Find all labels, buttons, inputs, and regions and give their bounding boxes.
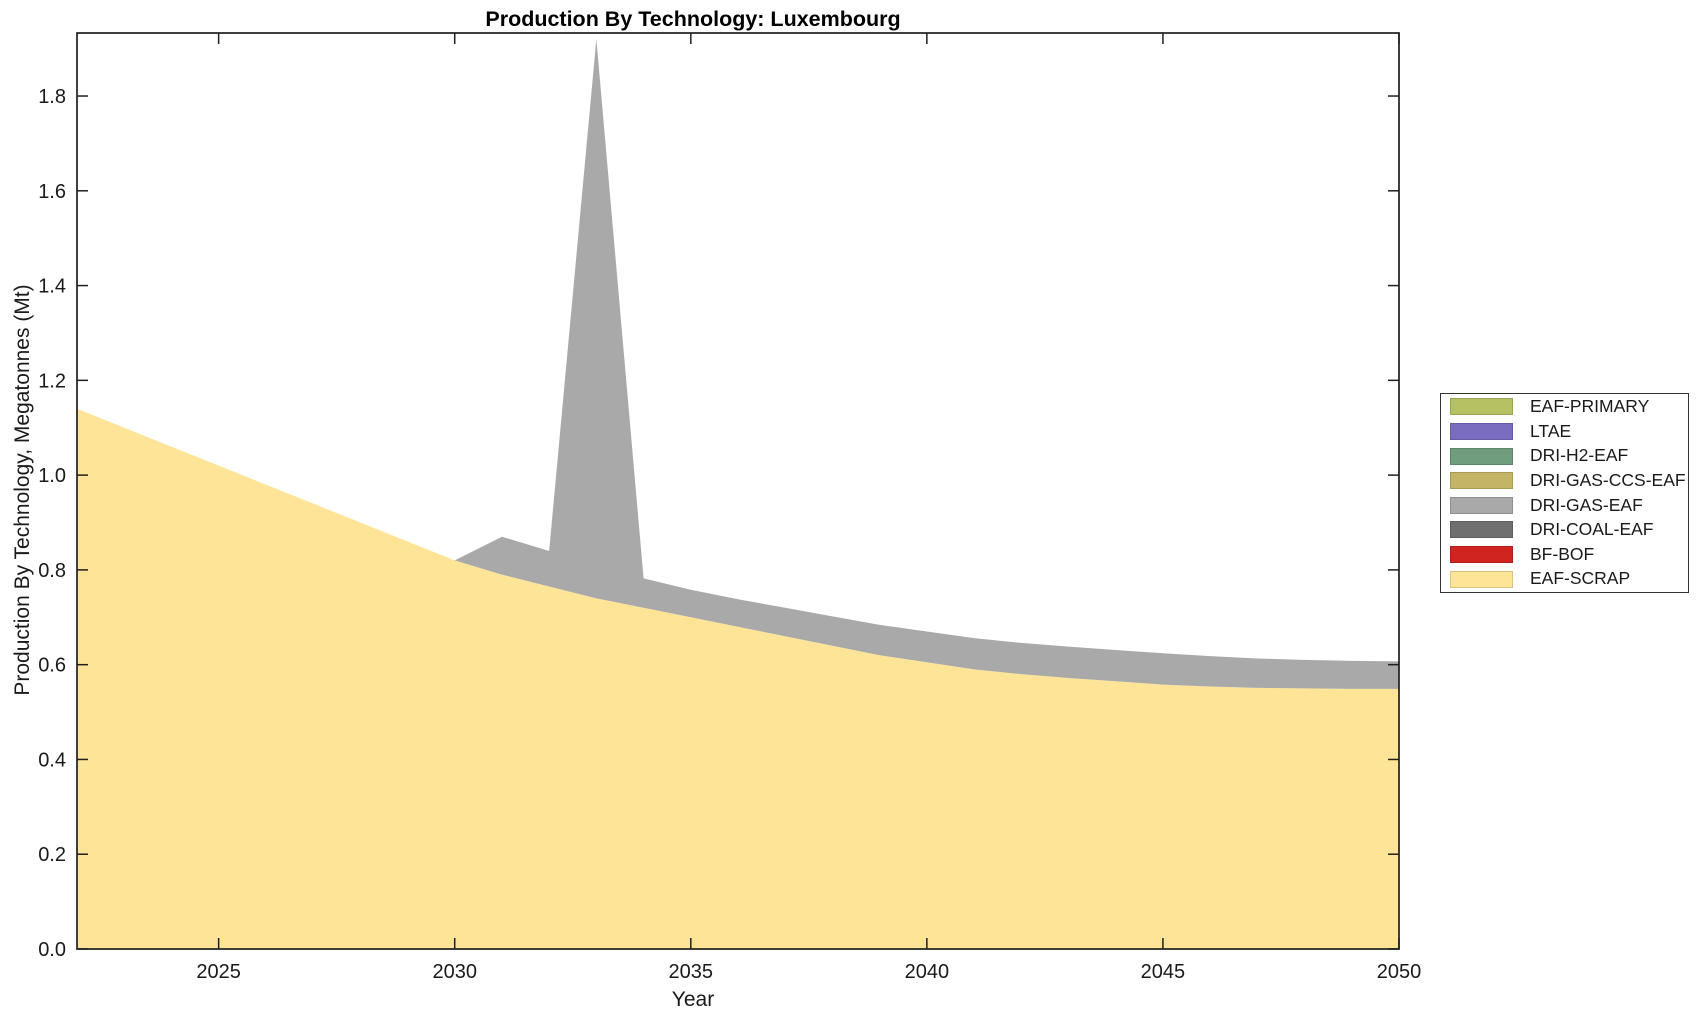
legend-swatch-eaf-primary (1450, 398, 1513, 416)
legend-swatch-dri-h2-eaf (1450, 447, 1513, 465)
legend-swatch-ltae (1450, 423, 1513, 441)
legend-swatch-bf-bof (1450, 545, 1513, 563)
y-tick-label: 0.4 (38, 749, 66, 771)
y-tick-label: 0.0 (38, 939, 66, 961)
x-tick-label: 2025 (196, 961, 241, 983)
y-tick-label: 0.6 (38, 655, 66, 677)
y-axis-label: Production By Technology, Megatonnes (Mt… (11, 284, 34, 695)
legend-label: DRI-GAS-CCS-EAF (1530, 469, 1686, 490)
legend: EAF-PRIMARY LTAE DRI-H2-EAF DRI-GAS-CCS-EAF… (1440, 393, 1689, 593)
y-tick-label: 1.2 (38, 370, 66, 392)
legend-item-dri-coal-eaf: DRI-COAL-EAF (1450, 518, 1688, 543)
legend-label: LTAE (1530, 420, 1572, 441)
axis-box (76, 32, 1400, 950)
y-tick-label: 1.6 (38, 181, 66, 203)
legend-swatch-dri-gas-eaf (1450, 496, 1513, 514)
x-tick-label: 2045 (1141, 961, 1186, 983)
legend-label: BF-BOF (1530, 543, 1595, 564)
stacked-areas (77, 39, 1399, 949)
x-tick-label: 2050 (1377, 961, 1422, 983)
x-tick-labels: 2025 2030 2035 2040 2045 2050 (196, 961, 1421, 983)
y-tick-labels: 0.0 0.2 0.4 0.6 0.8 1.0 1.2 1.4 1.6 1.8 (38, 86, 66, 961)
legend-item-ltae: LTAE (1450, 419, 1688, 444)
y-tick-label: 0.8 (38, 560, 66, 582)
legend-item-dri-gas-ccs-eaf: DRI-GAS-CCS-EAF (1450, 468, 1688, 493)
x-tick-label: 2030 (432, 961, 477, 983)
y-tick-label: 1.4 (38, 276, 66, 298)
legend-item-eaf-scrap: EAF-SCRAP (1450, 567, 1688, 592)
x-tick-label: 2040 (905, 961, 950, 983)
legend-swatch-dri-gas-ccs-eaf (1450, 472, 1513, 490)
y-tick-label: 1.8 (38, 86, 66, 108)
chart-title: Production By Technology: Luxembourg (485, 7, 900, 31)
legend-swatch-dri-coal-eaf (1450, 521, 1513, 539)
legend-item-eaf-primary: EAF-PRIMARY (1450, 395, 1688, 420)
legend-label: DRI-GAS-EAF (1530, 494, 1643, 515)
area-eaf-scrap (77, 408, 1399, 949)
legend-swatch-eaf-scrap (1450, 570, 1513, 588)
legend-label: EAF-PRIMARY (1530, 396, 1650, 417)
legend-label: DRI-COAL-EAF (1530, 519, 1654, 540)
x-tick-label: 2035 (669, 961, 714, 983)
legend-item-bf-bof: BF-BOF (1450, 542, 1688, 567)
legend-label: DRI-H2-EAF (1530, 445, 1629, 466)
legend-item-dri-h2-eaf: DRI-H2-EAF (1450, 444, 1688, 469)
y-tick-label: 0.2 (38, 844, 66, 866)
legend-label: EAF-SCRAP (1530, 568, 1631, 589)
legend-item-dri-gas-eaf: DRI-GAS-EAF (1450, 493, 1688, 518)
y-tick-label: 1.0 (38, 465, 66, 487)
x-axis-label: Year (672, 988, 714, 1011)
